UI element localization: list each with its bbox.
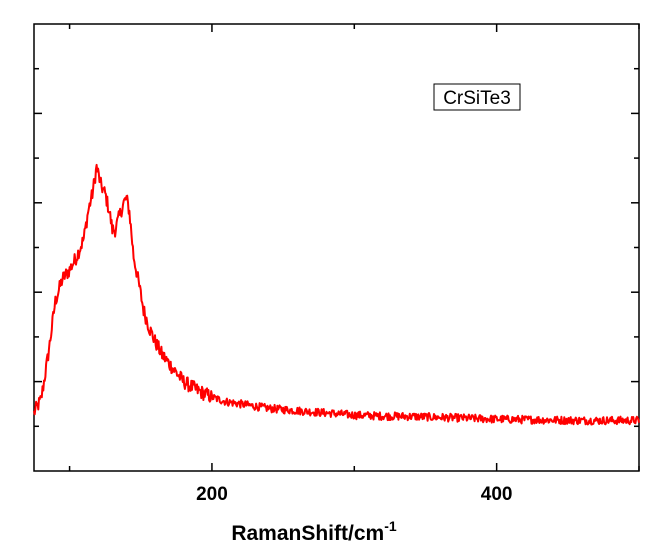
x-tick-label: 400 [481,484,513,505]
x-axis-title: RamanShift/cm-1 [231,518,397,545]
legend-label: CrSiTe3 [443,88,511,109]
x-axis-title-superscript: -1 [384,518,397,534]
series-line-crsite3 [33,163,640,426]
plot-frame [33,23,640,472]
x-tick-label: 200 [196,484,228,505]
legend-box [433,83,521,111]
